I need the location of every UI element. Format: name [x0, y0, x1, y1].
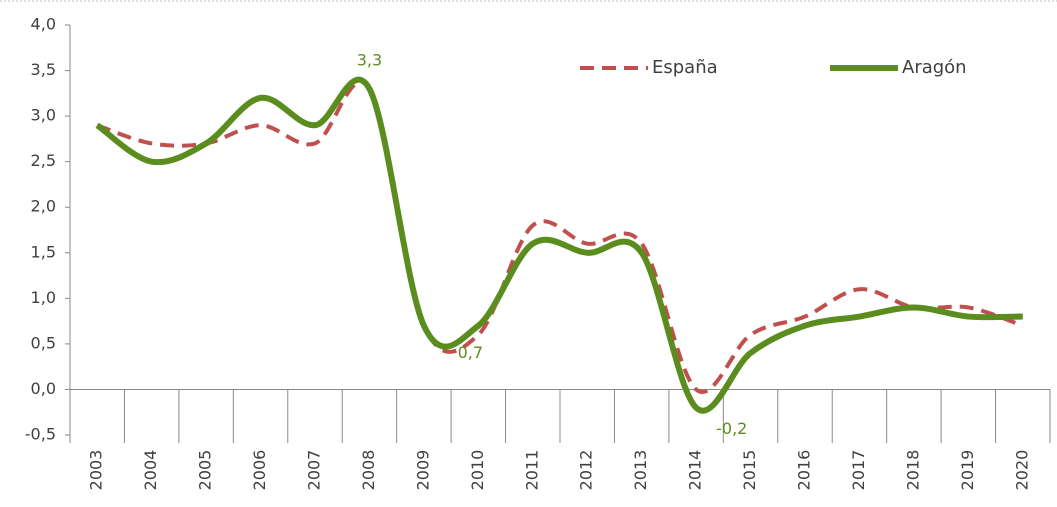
x-tick-label: 2003 [87, 450, 106, 491]
y-tick-label: 3,0 [31, 106, 56, 125]
legend-label: España [652, 57, 718, 78]
x-tick-label: 2014 [686, 450, 705, 491]
y-tick-label: 1,5 [31, 242, 56, 261]
x-tick-label: 2006 [250, 450, 269, 491]
x-tick-label: 2017 [849, 450, 868, 491]
y-tick-label: 3,5 [31, 60, 56, 79]
series-line [96, 79, 1024, 394]
x-tick-label: 2015 [740, 450, 759, 491]
x-tick-label: 2009 [413, 450, 432, 491]
y-tick-label: 1,0 [31, 288, 56, 307]
x-tick-label: 2018 [903, 450, 922, 491]
legend-label: Aragón [902, 57, 967, 78]
x-tick-label: 2016 [795, 450, 814, 491]
x-tick-label: 2019 [958, 450, 977, 491]
y-tick-label: 4,0 [31, 15, 56, 34]
x-tick-label: 2011 [522, 450, 541, 491]
y-tick-label: 0,0 [31, 379, 56, 398]
data-label: 3,3 [357, 50, 382, 69]
x-tick-label: 2005 [196, 450, 215, 491]
x-tick-label: 2012 [577, 450, 596, 491]
y-tick-label: -0,5 [25, 425, 56, 444]
x-tick-label: 2004 [141, 450, 160, 491]
x-tick-label: 2013 [631, 450, 650, 491]
x-tick-label: 2007 [305, 450, 324, 491]
y-tick-label: 2,0 [31, 197, 56, 216]
x-tick-label: 2008 [359, 450, 378, 491]
y-tick-label: 2,5 [31, 151, 56, 170]
y-tick-label: 0,5 [31, 333, 56, 352]
x-tick-label: 2020 [1012, 450, 1031, 491]
x-tick-label: 2010 [468, 450, 487, 491]
series-line [95, 76, 1023, 414]
data-label: -0,2 [716, 419, 747, 438]
data-label: 0,7 [458, 343, 483, 362]
